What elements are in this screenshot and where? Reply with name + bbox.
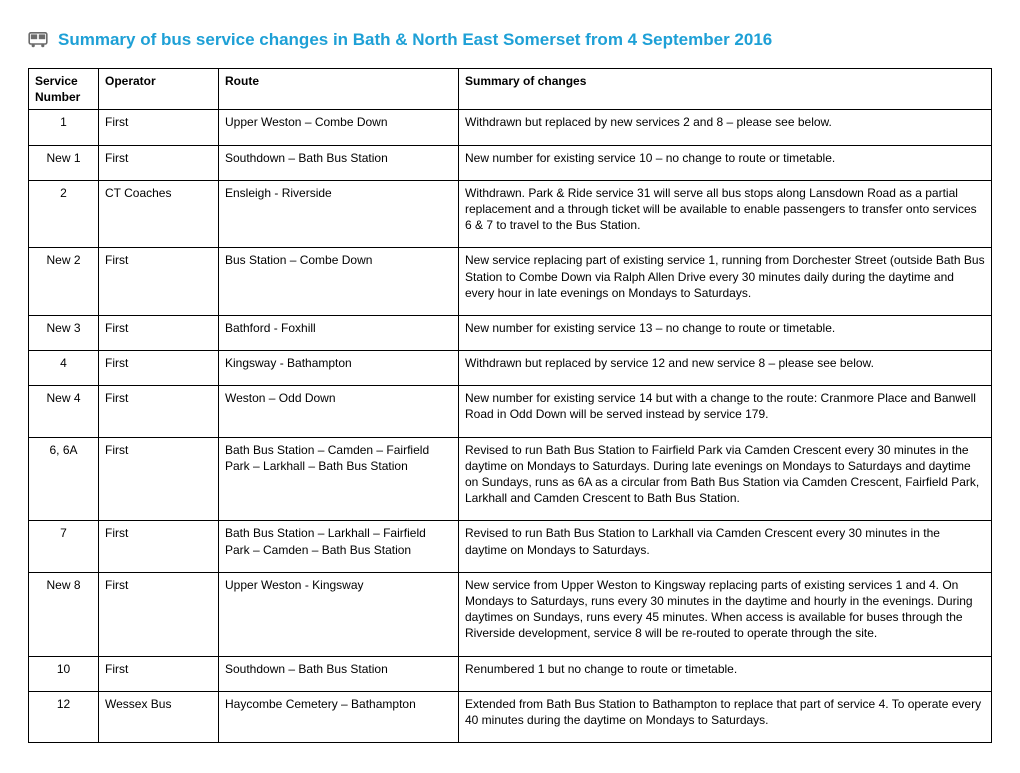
- cell-summary: Withdrawn. Park & Ride service 31 will s…: [459, 180, 992, 248]
- cell-route: Weston – Odd Down: [219, 386, 459, 437]
- cell-route: Bath Bus Station – Camden – Fairfield Pa…: [219, 437, 459, 521]
- cell-operator: First: [99, 437, 219, 521]
- cell-operator: First: [99, 315, 219, 350]
- col-header-operator: Operator: [99, 69, 219, 110]
- cell-summary: Withdrawn but replaced by new services 2…: [459, 110, 992, 145]
- table-row: 7FirstBath Bus Station – Larkhall – Fair…: [29, 521, 992, 572]
- cell-service-number: 12: [29, 691, 99, 742]
- cell-summary: New number for existing service 10 – no …: [459, 145, 992, 180]
- table-row: 4FirstKingsway - BathamptonWithdrawn but…: [29, 351, 992, 386]
- cell-route: Southdown – Bath Bus Station: [219, 656, 459, 691]
- cell-route: Kingsway - Bathampton: [219, 351, 459, 386]
- cell-service-number: 6, 6A: [29, 437, 99, 521]
- col-header-summary: Summary of changes: [459, 69, 992, 110]
- table-row: 1FirstUpper Weston – Combe DownWithdrawn…: [29, 110, 992, 145]
- table-row: New 3FirstBathford - FoxhillNew number f…: [29, 315, 992, 350]
- cell-route: Upper Weston - Kingsway: [219, 572, 459, 656]
- cell-summary: New number for existing service 14 but w…: [459, 386, 992, 437]
- table-row: New 4FirstWeston – Odd DownNew number fo…: [29, 386, 992, 437]
- cell-operator: Wessex Bus: [99, 691, 219, 742]
- cell-service-number: New 8: [29, 572, 99, 656]
- cell-route: Bus Station – Combe Down: [219, 248, 459, 316]
- cell-service-number: New 1: [29, 145, 99, 180]
- cell-route: Bath Bus Station – Larkhall – Fairfield …: [219, 521, 459, 572]
- bus-icon: [28, 32, 48, 48]
- cell-route: Ensleigh - Riverside: [219, 180, 459, 248]
- col-header-route: Route: [219, 69, 459, 110]
- cell-service-number: 2: [29, 180, 99, 248]
- cell-service-number: 1: [29, 110, 99, 145]
- cell-operator: First: [99, 248, 219, 316]
- table-header-row: Service Number Operator Route Summary of…: [29, 69, 992, 110]
- cell-summary: New number for existing service 13 – no …: [459, 315, 992, 350]
- cell-service-number: New 4: [29, 386, 99, 437]
- table-row: 12Wessex BusHaycombe Cemetery – Bathampt…: [29, 691, 992, 742]
- cell-operator: First: [99, 656, 219, 691]
- table-row: New 8FirstUpper Weston - KingswayNew ser…: [29, 572, 992, 656]
- cell-operator: First: [99, 351, 219, 386]
- cell-operator: First: [99, 110, 219, 145]
- col-header-service: Service Number: [29, 69, 99, 110]
- cell-summary: New service from Upper Weston to Kingswa…: [459, 572, 992, 656]
- cell-service-number: 10: [29, 656, 99, 691]
- cell-operator: First: [99, 572, 219, 656]
- page-title: Summary of bus service changes in Bath &…: [58, 30, 772, 50]
- cell-operator: First: [99, 386, 219, 437]
- cell-summary: New service replacing part of existing s…: [459, 248, 992, 316]
- table-row: New 1FirstSouthdown – Bath Bus StationNe…: [29, 145, 992, 180]
- table-row: New 2FirstBus Station – Combe DownNew se…: [29, 248, 992, 316]
- cell-operator: First: [99, 521, 219, 572]
- cell-summary: Withdrawn but replaced by service 12 and…: [459, 351, 992, 386]
- cell-summary: Extended from Bath Bus Station to Batham…: [459, 691, 992, 742]
- table-row: 2CT CoachesEnsleigh - RiversideWithdrawn…: [29, 180, 992, 248]
- table-row: 10FirstSouthdown – Bath Bus StationRenum…: [29, 656, 992, 691]
- cell-route: Bathford - Foxhill: [219, 315, 459, 350]
- cell-route: Southdown – Bath Bus Station: [219, 145, 459, 180]
- cell-service-number: New 2: [29, 248, 99, 316]
- table-row: 6, 6AFirstBath Bus Station – Camden – Fa…: [29, 437, 992, 521]
- page-header: Summary of bus service changes in Bath &…: [28, 30, 992, 50]
- cell-summary: Revised to run Bath Bus Station to Fairf…: [459, 437, 992, 521]
- cell-service-number: 4: [29, 351, 99, 386]
- cell-summary: Revised to run Bath Bus Station to Larkh…: [459, 521, 992, 572]
- cell-route: Upper Weston – Combe Down: [219, 110, 459, 145]
- cell-service-number: 7: [29, 521, 99, 572]
- cell-route: Haycombe Cemetery – Bathampton: [219, 691, 459, 742]
- cell-summary: Renumbered 1 but no change to route or t…: [459, 656, 992, 691]
- cell-operator: CT Coaches: [99, 180, 219, 248]
- cell-service-number: New 3: [29, 315, 99, 350]
- service-changes-table: Service Number Operator Route Summary of…: [28, 68, 992, 743]
- cell-operator: First: [99, 145, 219, 180]
